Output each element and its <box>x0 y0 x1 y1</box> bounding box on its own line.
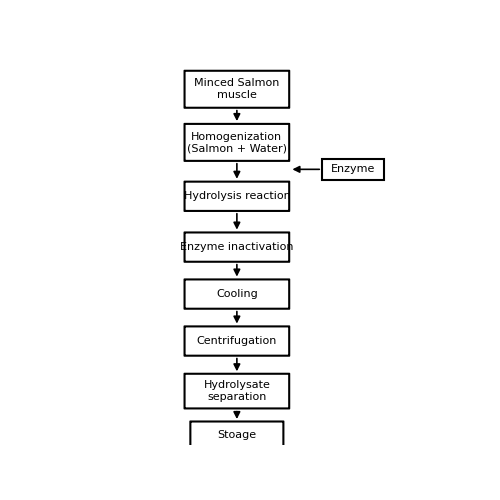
Text: Stoage: Stoage <box>218 430 256 440</box>
FancyBboxPatch shape <box>184 232 289 262</box>
FancyBboxPatch shape <box>184 182 289 211</box>
Text: Cooling: Cooling <box>216 289 258 299</box>
Text: Centrifugation: Centrifugation <box>196 336 277 346</box>
Text: Homogenization
(Salmon + Water): Homogenization (Salmon + Water) <box>187 132 287 153</box>
FancyBboxPatch shape <box>184 124 289 161</box>
FancyBboxPatch shape <box>322 158 384 180</box>
Text: Enzyme inactivation: Enzyme inactivation <box>180 242 294 252</box>
FancyBboxPatch shape <box>184 326 289 356</box>
Text: Hydrolysate
separation: Hydrolysate separation <box>204 380 270 402</box>
FancyBboxPatch shape <box>184 280 289 308</box>
FancyBboxPatch shape <box>190 422 284 448</box>
Text: Enzyme: Enzyme <box>331 164 376 174</box>
Text: Minced Salmon
muscle: Minced Salmon muscle <box>194 78 280 100</box>
FancyBboxPatch shape <box>184 71 289 108</box>
FancyBboxPatch shape <box>184 374 289 408</box>
Text: Hydrolysis reaction: Hydrolysis reaction <box>184 192 290 202</box>
